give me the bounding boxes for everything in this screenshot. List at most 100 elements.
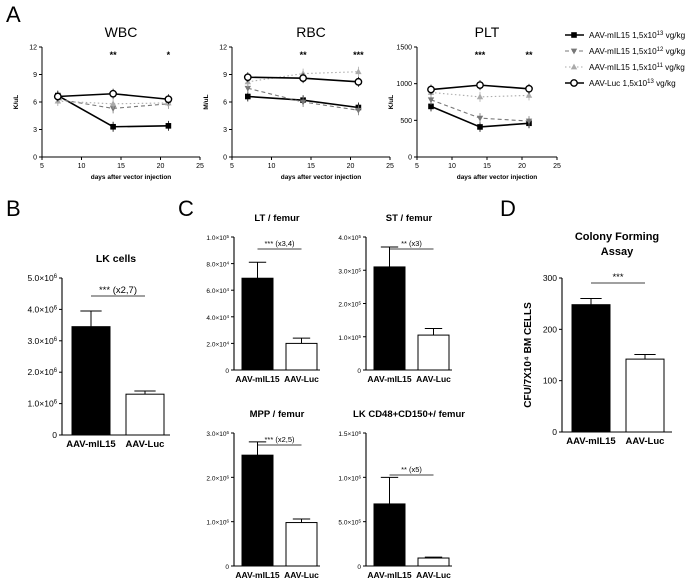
plots-layer: WBC 0 3 6 9 12 5 10 15 20 25 days after vector inje… xyxy=(13,24,672,580)
plt-xtick-label: 15 xyxy=(483,163,491,170)
plt-point-2 xyxy=(525,92,533,98)
wbc-ytick-label: 0 xyxy=(33,155,37,162)
cfa-ytick-label: 0 xyxy=(552,427,557,437)
lkcd-ytick-label: 1.5×106 xyxy=(338,430,361,439)
st-ytick-label: 1.0×105 xyxy=(338,333,361,342)
wbc-significance: * xyxy=(167,50,171,60)
wbc-xtick-label: 10 xyxy=(78,163,86,170)
mpp-category-label: AAV-Luc xyxy=(284,570,319,580)
rbc-point-1 xyxy=(355,107,362,114)
rbc-ytick-label: 0 xyxy=(223,155,227,162)
plt-xtick-label: 5 xyxy=(415,163,419,170)
wbc-xlabel: days after vector injection xyxy=(91,174,172,181)
panel-letter-a: A xyxy=(6,2,21,27)
lt-category-label: AAV-mIL15 xyxy=(235,374,280,384)
wbc-point-0 xyxy=(110,123,116,130)
rbc-xtick-label: 10 xyxy=(268,163,276,170)
cfa-significance: *** xyxy=(612,272,623,283)
wbc-ytick-label: 9 xyxy=(33,72,37,79)
lk-ytick-label: 2.0×106 xyxy=(27,367,57,377)
cfa-ytick-label: 200 xyxy=(543,324,557,334)
mpp-ytick-label: 3.0×106 xyxy=(206,430,229,439)
plt-significance: ** xyxy=(525,50,533,60)
lk-ytick-label: 5.0×106 xyxy=(27,273,57,283)
mpp-category-label: AAV-mIL15 xyxy=(235,570,280,580)
lk-category-label: AAV-Luc xyxy=(126,439,165,450)
plt-xtick-label: 20 xyxy=(518,163,526,170)
plt-point-1 xyxy=(476,115,484,122)
lt-ytick-label: 1.0×105 xyxy=(206,234,229,243)
rbc-ytick-label: 9 xyxy=(223,72,227,79)
plt-ylabel: K/uL xyxy=(388,95,395,109)
lt-bar-aav-mil15 xyxy=(241,277,274,371)
lkcd-title: LK CD48+CD150+/ femur xyxy=(353,409,465,420)
legend-label-2: AAV-mIL15 1,5x1011 vg/kg xyxy=(589,63,685,72)
lk-ytick-label: 3.0×106 xyxy=(27,336,57,346)
rbc-xtick-label: 5 xyxy=(230,163,234,170)
lk-bar-aav-luc xyxy=(125,393,165,436)
plt-xtick-label: 10 xyxy=(448,163,456,170)
rbc-xlabel: days after vector injection xyxy=(281,174,362,181)
cfa-bar-aav-luc xyxy=(625,358,665,433)
rbc-significance: *** xyxy=(353,50,364,60)
lkcd-ytick-label: 0 xyxy=(357,564,361,571)
wbc-title: WBC xyxy=(105,24,138,40)
lkcd-category-label: AAV-mIL15 xyxy=(367,570,412,580)
rbc-xtick-label: 15 xyxy=(307,163,315,170)
rbc-ytick-label: 12 xyxy=(219,45,227,52)
cfa-title-line-1: Colony Forming xyxy=(575,231,659,243)
st-significance: ** (x3) xyxy=(401,239,422,248)
plt-point-1 xyxy=(525,118,533,125)
wbc-xtick-label: 15 xyxy=(117,163,125,170)
lt-ytick-label: 0 xyxy=(225,368,229,375)
plt-point-3 xyxy=(476,81,484,90)
plt-xlabel: days after vector injection xyxy=(457,174,538,181)
st-bar-aav-luc xyxy=(417,334,450,371)
st-category-label: AAV-mIL15 xyxy=(367,374,412,384)
mpp-significance: *** (x2,5) xyxy=(264,435,295,444)
rbc-point-1 xyxy=(299,99,307,106)
st-ytick-label: 4.0×105 xyxy=(338,234,361,243)
chart-legend: AAV-mIL15 1,5x1013 vg/kg AAV-mIL15 1,5x10… xyxy=(565,31,686,88)
lkcd-ytick-label: 1.0×106 xyxy=(338,474,361,483)
wbc-point-2 xyxy=(109,100,117,107)
lt-ytick-label: 4.0×104 xyxy=(206,313,229,322)
rbc-point-3 xyxy=(354,77,363,86)
wbc-point-0 xyxy=(165,123,172,129)
lkcd-significance: ** (x5) xyxy=(401,465,422,474)
st-ytick-label: 0 xyxy=(357,368,361,375)
wbc-point-1 xyxy=(109,106,117,112)
plt-point-3 xyxy=(427,85,435,94)
plt-ytick-label: 1500 xyxy=(396,45,412,52)
mpp-bar-aav-mil15 xyxy=(241,454,274,567)
plt-ytick-label: 500 xyxy=(400,118,412,125)
st-title: ST / femur xyxy=(386,213,433,224)
wbc-ylabel: K/uL xyxy=(13,95,20,109)
lt-title: LT / femur xyxy=(254,213,300,224)
rbc-point-0 xyxy=(245,93,251,100)
cfa-bar-aav-mil15 xyxy=(571,304,611,433)
rbc-point-3 xyxy=(299,74,307,83)
wbc-xtick-label: 20 xyxy=(157,163,165,170)
wbc-series-line-2 xyxy=(57,100,169,105)
lk-ytick-label: 1.0×106 xyxy=(27,399,57,409)
plt-point-2 xyxy=(476,93,484,100)
plt-point-3 xyxy=(525,84,533,93)
cfa-title-line-2: Assay xyxy=(601,246,634,258)
lkcd-bar-aav-luc xyxy=(417,557,450,567)
panel-letter-b: B xyxy=(6,196,21,221)
st-category-label: AAV-Luc xyxy=(416,374,451,384)
cfa-ytick-label: 100 xyxy=(543,376,557,386)
rbc-point-1 xyxy=(244,85,251,92)
legend-label-1: AAV-mIL15 1,5x1012 vg/kg xyxy=(589,47,686,56)
plt-xtick-label: 25 xyxy=(553,163,561,170)
mpp-ytick-label: 2.0×106 xyxy=(206,474,229,483)
rbc-point-3 xyxy=(243,73,252,82)
wbc-ytick-label: 6 xyxy=(33,100,37,107)
legend-marker-3 xyxy=(570,79,578,87)
rbc-significance: ** xyxy=(300,50,308,60)
lk-category-label: AAV-mIL15 xyxy=(66,439,116,450)
lt-ytick-label: 8.0×104 xyxy=(206,260,229,269)
st-ytick-label: 2.0×105 xyxy=(338,300,361,309)
legend-label-0: AAV-mIL15 1,5x1013 vg/kg xyxy=(589,31,686,40)
